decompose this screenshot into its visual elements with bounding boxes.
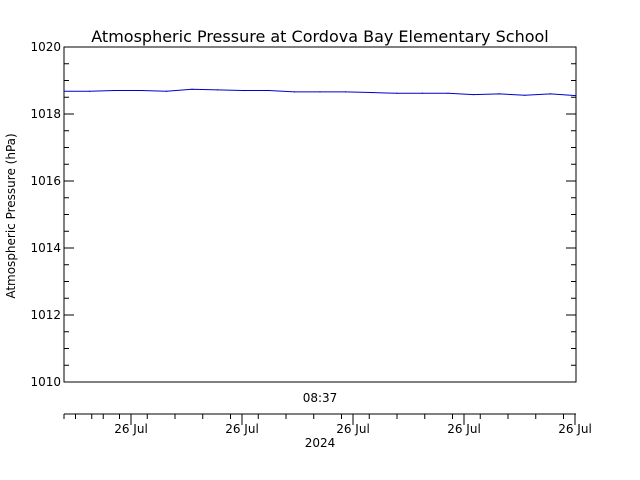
y-tick-label: 1016: [30, 174, 61, 188]
y-tick-label: 1020: [30, 40, 61, 54]
data-point: [268, 89, 270, 92]
data-point: [421, 92, 423, 94]
time-label: 08:37: [303, 391, 338, 405]
x-axis: 26 Jul 26 Jul 26 Jul 26 Jul 26 Jul: [63, 414, 592, 436]
chart-title: Atmospheric Pressure at Cordova Bay Elem…: [91, 27, 548, 46]
plot-frame: [63, 46, 577, 383]
x-tick-label: 26 Jul: [447, 422, 481, 436]
y-tick-label: 1014: [30, 241, 61, 255]
x-tick-label: 26 Jul: [225, 422, 259, 436]
y-tick-label: 1018: [30, 107, 61, 121]
data-point: [114, 89, 116, 92]
x-tick-label: 26 Jul: [114, 422, 148, 436]
series-layer: [63, 88, 577, 97]
data-point: [242, 89, 244, 92]
data-point: [447, 92, 449, 94]
y-axis-label: Atmospheric Pressure (hPa): [4, 133, 18, 298]
data-point: [370, 91, 372, 94]
data-point: [89, 90, 91, 92]
data-point: [524, 94, 526, 96]
data-point: [140, 89, 142, 92]
data-point: [217, 89, 219, 91]
data-point: [191, 88, 193, 90]
data-point: [575, 94, 577, 97]
data-point: [165, 90, 167, 92]
y-tick-label: 1010: [30, 375, 61, 389]
x-tick-label: 26 Jul: [336, 422, 370, 436]
y-tick-label: 1012: [30, 308, 61, 322]
data-point: [345, 91, 347, 93]
y-axis: 1010 1012 1014 1016 1018 1020: [30, 40, 576, 389]
x-tick-label: 26 Jul: [558, 422, 592, 436]
data-point: [293, 91, 295, 93]
data-point: [549, 93, 552, 95]
data-point: [319, 91, 321, 93]
data-point: [473, 93, 475, 96]
data-point: [498, 93, 500, 95]
data-point: [63, 90, 65, 92]
year-label: 2024: [305, 436, 336, 450]
data-point: [396, 92, 398, 94]
